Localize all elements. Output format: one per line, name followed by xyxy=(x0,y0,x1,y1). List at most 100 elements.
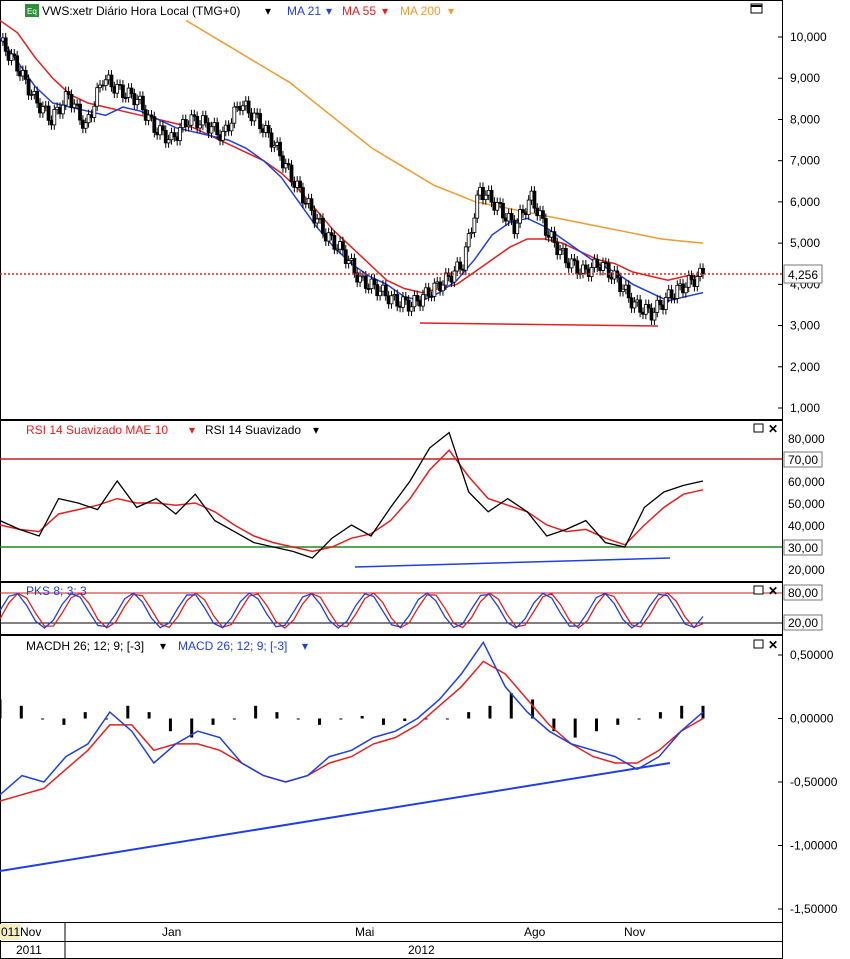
candle-body xyxy=(60,104,65,115)
rsi-tick: 60,000 xyxy=(788,475,825,489)
ma21-dropdown-icon[interactable]: ▾ xyxy=(326,4,332,18)
time-axis: 011 Nov Jan Mai Ago Nov 2011 2012 xyxy=(0,923,850,959)
rsi-mae-line xyxy=(0,449,704,553)
macdh-dropdown-icon[interactable]: ▾ xyxy=(160,639,166,653)
candle-body xyxy=(669,289,674,299)
candle-body xyxy=(595,258,600,268)
candle-body xyxy=(326,232,331,242)
macd-dropdown-icon[interactable]: ▾ xyxy=(302,639,308,653)
rsi-trendline[interactable] xyxy=(354,557,671,568)
macd-tick: 0,50000 xyxy=(790,648,834,662)
candle-body xyxy=(683,286,688,294)
candle-body xyxy=(695,276,700,287)
macdh-legend[interactable]: MACDH 26; 12; 9; [-3] xyxy=(26,639,144,653)
rsi-legend-label[interactable]: RSI 14 Suavizado xyxy=(205,423,301,437)
macd-histogram-bar xyxy=(147,712,151,719)
candle-body xyxy=(160,125,165,131)
candle-body xyxy=(221,131,225,141)
rsi-mae-legend[interactable]: RSI 14 Suavizado MAE 10 xyxy=(26,423,168,437)
candle-body xyxy=(532,190,537,209)
candle-body xyxy=(618,277,623,292)
macd-path xyxy=(0,640,704,796)
candle-body xyxy=(186,124,191,128)
candle-body xyxy=(383,284,388,297)
rsi-axis: 80,000 70,00 60,000 50,000 40,000 30,00 … xyxy=(783,432,825,577)
macd-trendline[interactable] xyxy=(0,762,671,872)
candle-body xyxy=(215,122,220,136)
instrument-dropdown-icon[interactable]: ▾ xyxy=(265,4,271,18)
candle-body xyxy=(701,267,705,275)
macd-histogram-bar xyxy=(19,705,23,719)
macd-histogram-bar xyxy=(403,718,407,722)
candle-body xyxy=(466,233,471,248)
rsi-mae-dropdown-icon[interactable]: ▾ xyxy=(189,423,195,437)
candle-body xyxy=(421,294,425,307)
macd-maximize-icon[interactable] xyxy=(753,639,764,649)
ma55-legend[interactable]: MA 55 xyxy=(342,4,376,18)
candle-body xyxy=(163,129,168,144)
price-maximize-icon[interactable] xyxy=(750,3,763,14)
candle-body xyxy=(646,304,651,309)
candle-body xyxy=(652,311,657,321)
macd-close-icon[interactable]: ✕ xyxy=(768,638,778,652)
month-label: Jan xyxy=(162,925,181,939)
candle-body xyxy=(23,70,28,80)
rsi-lower-tag xyxy=(783,539,823,556)
year-label: 2011 xyxy=(16,943,42,957)
candle-body xyxy=(469,232,474,235)
candle-body xyxy=(389,295,394,305)
rsi-dropdown-icon[interactable]: ▾ xyxy=(313,423,319,437)
candle-body xyxy=(198,124,202,129)
candle-body xyxy=(521,209,525,214)
pks-maximize-icon[interactable] xyxy=(753,585,764,595)
macd-legend-label[interactable]: MACD 26; 12; 9; [-3] xyxy=(178,639,287,653)
candle-body xyxy=(258,113,262,130)
macd-histogram-bar xyxy=(62,718,66,725)
instrument-title[interactable]: VWS:xetr Diário Hora Local (TMG+0) xyxy=(42,4,240,18)
macd-histogram-bar xyxy=(318,718,322,725)
rsi-maximize-icon[interactable] xyxy=(753,423,764,433)
pks-main-path xyxy=(0,592,704,629)
equity-badge-icon[interactable] xyxy=(25,4,39,17)
rsi-close-icon[interactable]: ✕ xyxy=(768,422,778,436)
ma21-legend[interactable]: MA 21 xyxy=(287,4,321,18)
macd-tick: 0,00000 xyxy=(790,712,834,726)
rsi-smoothed-path xyxy=(0,431,704,559)
pks-upper-label: 80,00 xyxy=(788,586,818,600)
macd-histogram xyxy=(0,693,705,738)
macd-signal-path xyxy=(0,660,704,802)
ma55-dropdown-icon[interactable]: ▾ xyxy=(382,4,388,18)
candle-body xyxy=(52,109,57,126)
price-tick: 2,000 xyxy=(790,360,820,374)
candle-body xyxy=(603,262,608,264)
candle-body xyxy=(40,106,45,114)
macd-histogram-bar xyxy=(424,718,428,720)
candle-body xyxy=(472,217,477,233)
candle-body xyxy=(46,105,51,121)
candle-body xyxy=(572,258,577,262)
candle-body xyxy=(192,114,197,117)
candle-body xyxy=(409,306,414,312)
candle-body xyxy=(269,132,274,148)
candle-body xyxy=(281,155,285,169)
pks-close-icon[interactable]: ✕ xyxy=(768,584,778,598)
macd-histogram-bar xyxy=(381,718,385,725)
candle-body xyxy=(289,164,294,182)
pks-legend[interactable]: PKS 8; 3; 3 xyxy=(26,584,87,598)
ma200-dropdown-icon[interactable]: ▾ xyxy=(448,4,454,18)
candle-body xyxy=(86,114,91,124)
candle-body xyxy=(343,249,348,264)
macd-histogram-bar xyxy=(616,718,620,725)
candle-body xyxy=(9,53,14,61)
candle-body xyxy=(321,217,325,234)
last-price-label: 4,256 xyxy=(788,268,818,282)
support-trendline[interactable] xyxy=(419,322,659,327)
ma200-path xyxy=(185,19,704,244)
candle-body xyxy=(232,106,237,124)
candle-body xyxy=(481,187,485,201)
candle-body xyxy=(298,180,302,188)
candle-body xyxy=(178,127,182,141)
ma200-legend[interactable]: MA 200 xyxy=(400,4,441,18)
candle-body xyxy=(541,210,545,219)
